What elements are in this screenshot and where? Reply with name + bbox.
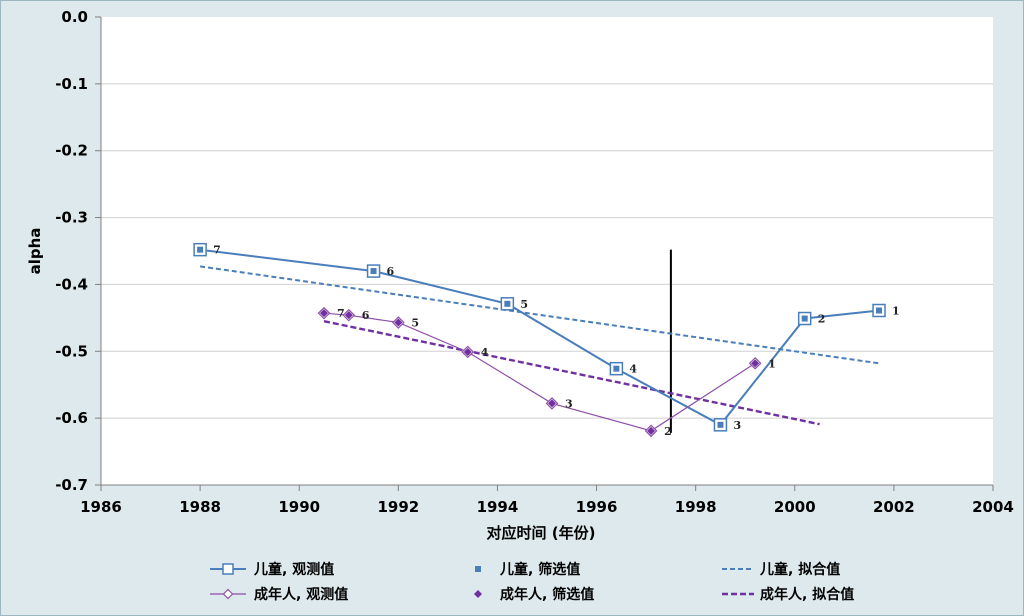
point-label: 1 [768,357,776,370]
x-tick-label: 2000 [774,498,816,516]
fitted-lines [199,265,880,426]
point-label: 7 [337,307,345,320]
x-tick-label: 1994 [477,498,519,516]
x-tick-label: 2004 [972,498,1014,516]
point-label: 6 [362,309,370,322]
point-label: 2 [818,313,826,326]
filled-square-point [370,268,377,275]
legend-label: 成年人, 观测值 [254,586,348,603]
filled-square-point [504,300,511,307]
legend-filled-diamond [474,590,482,598]
legend-open-diamond [222,588,234,600]
point-label: 4 [629,363,637,376]
point-label: 3 [733,419,741,432]
filled-square-point [717,421,724,428]
point-label: 5 [411,317,419,330]
data-points [193,242,886,438]
y-tick-label: -0.7 [55,476,88,494]
y-tick-label: -0.6 [55,409,88,427]
filled-diamond-point [394,318,403,327]
x-tick-label: 1988 [179,498,221,516]
point-label: 3 [565,397,573,410]
tick-labels: 0.0 -0.1 -0.2 -0.3 -0.4 -0.5 -0.6 -0.7 1986 1988 1… [55,8,1014,516]
point-label: 4 [481,346,489,359]
legend-filled-square [475,566,481,572]
fitted-line [199,265,880,365]
filled-diamond-point [751,359,760,368]
filled-diamond-point [344,311,353,320]
legend-label: 儿童, 筛选值 [499,561,580,578]
x-axis-title: 对应时间 (年份) [487,524,596,542]
point-label: 5 [520,298,528,311]
legend-open-square [222,563,234,575]
legend-label: 成年人, 拟合值 [760,586,854,603]
y-tick-label: -0.4 [55,275,88,293]
filled-diamond-point [547,399,556,408]
y-tick-label: -0.1 [55,75,88,93]
filled-diamond-point [647,426,656,435]
point-label: 6 [387,265,395,278]
x-tick-label: 1990 [278,498,320,516]
y-tick-label: -0.5 [55,342,88,360]
x-tick-label: 1986 [80,498,122,516]
y-tick-label: 0.0 [61,8,88,26]
x-tick-label: 1992 [377,498,419,516]
x-tick-label: 1996 [576,498,618,516]
filled-diamond-point [320,309,328,318]
filled-square-point [801,315,808,322]
point-label: 7 [213,244,221,257]
filled-square-point [197,246,204,253]
axes [95,16,994,491]
legend-label: 儿童, 观测值 [253,561,334,578]
legend-label: 儿童, 拟合值 [759,561,840,578]
plot-area [101,17,993,485]
point-label: 2 [664,425,672,438]
filled-square-point [876,307,883,314]
y-tick-label: -0.2 [55,142,88,160]
point-label: 1 [892,305,900,318]
legend-label: 成年人, 筛选值 [500,586,594,603]
filled-diamond-point [463,347,472,356]
point-labels: 7 6 5 4 3 2 1 7 6 5 4 3 2 1 [213,244,900,438]
y-axis-title: alpha [26,228,44,275]
gridlines [101,83,993,419]
x-tick-label: 2002 [873,498,915,516]
x-tick-label: 1998 [675,498,717,516]
y-tick-label: -0.3 [55,209,88,227]
fitted-line [323,320,820,426]
filled-square-point [613,365,620,372]
